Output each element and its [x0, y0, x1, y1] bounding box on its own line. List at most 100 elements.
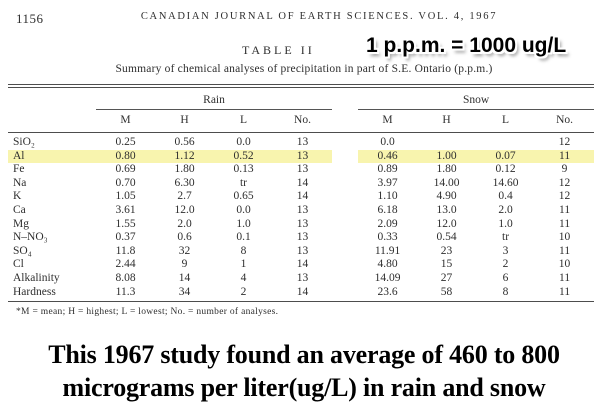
- table-row: N–NO₃ 0.37 0.6 0.1 13 0.33 0.54 tr 10: [8, 231, 594, 245]
- table-title-row: TABLE II 1 p.p.m. = 1000 ug/L: [0, 34, 608, 62]
- page-number: 1156: [16, 11, 44, 26]
- subcolumn-header-row: M H L No. M H L No.: [8, 109, 595, 133]
- scanned-journal-page: 1156 CANADIAN JOURNAL OF EARTH SCIENCES.…: [0, 11, 608, 317]
- table-row: SO₄ 11.8 32 8 13 11.91 23 3 11: [8, 245, 594, 259]
- cell-rain-m: 0.80: [96, 149, 155, 164]
- cell-snow-m: 0.46: [358, 149, 418, 164]
- column-gap: [332, 163, 358, 177]
- column-gap: [332, 218, 358, 232]
- cell-snow-h: 15: [440, 258, 453, 271]
- cell-rain-h: 0.56: [174, 136, 195, 148]
- cell-snow-no: 11: [535, 149, 595, 164]
- subcol-header-snow-no: No.: [535, 109, 595, 133]
- row-label: Na: [13, 176, 27, 189]
- row-label: Mg: [13, 217, 29, 230]
- cell-rain-m: 0.70: [115, 176, 136, 189]
- row-label: Fe: [13, 163, 25, 176]
- subcol-header-rain-h: H: [155, 109, 214, 133]
- cell-snow-m: 6.18: [377, 203, 398, 216]
- column-gap: [332, 133, 358, 150]
- precipitation-analyses-table: Rain Snow M H L No. M H L No. SiO₂ 0.25 0.…: [8, 84, 595, 303]
- cell-rain-no: 13: [273, 149, 333, 164]
- cell-snow-h: 14.00: [433, 176, 460, 189]
- cell-rain-m: 0.69: [115, 163, 136, 176]
- cell-rain-no: 14: [296, 258, 309, 271]
- cell-snow-l: 1.0: [498, 217, 513, 230]
- cell-rain-no: 13: [296, 217, 309, 230]
- column-gap: [332, 204, 358, 218]
- column-gap: [332, 245, 358, 259]
- table-row: Fe 0.69 1.80 0.13 13 0.89 1.80 0.12 9: [8, 163, 594, 177]
- cell-rain-m: 3.61: [115, 203, 136, 216]
- column-gap: [332, 177, 358, 191]
- cell-snow-h: 27: [440, 271, 453, 284]
- cell-rain-m: 1.05: [115, 190, 136, 203]
- cell-rain-h: 12.0: [174, 203, 195, 216]
- cell-snow-no: 11: [559, 271, 571, 284]
- table-title: TABLE II: [242, 43, 315, 57]
- subcol-header-snow-l: L: [476, 109, 536, 133]
- row-label: SiO₂: [13, 136, 35, 148]
- cell-rain-h: 6.30: [174, 176, 195, 189]
- cell-snow-l: 0.12: [495, 163, 516, 176]
- cell-snow-no: 11: [559, 285, 571, 298]
- cell-snow-no: 12: [558, 176, 571, 189]
- journal-title: CANADIAN JOURNAL OF EARTH SCIENCES. VOL.…: [140, 11, 498, 22]
- subcol-header-rain-m: M: [96, 109, 155, 133]
- row-label: Alkalinity: [13, 271, 60, 284]
- cell-snow-m: 11.91: [374, 244, 401, 257]
- cell-snow-m: 1.10: [377, 190, 398, 203]
- cell-rain-m: 11.8: [115, 244, 136, 257]
- cell-snow-h: [417, 133, 476, 150]
- table-footnote: *M = mean; H = highest; L = lowest; No. …: [16, 307, 279, 318]
- cell-snow-m: 0.0: [380, 136, 395, 148]
- cell-rain-h: 2.0: [177, 217, 192, 230]
- cell-rain-no: 14: [296, 190, 309, 203]
- cell-snow-h: 23: [440, 244, 453, 257]
- ppm-conversion-annotation: 1 p.p.m. = 1000 ug/L: [366, 34, 567, 57]
- group-header-snow: Snow: [358, 86, 595, 110]
- cell-snow-no: 10: [558, 231, 571, 244]
- cell-snow-h: 12.0: [436, 217, 457, 230]
- cell-rain-m: 2.44: [115, 258, 136, 271]
- cell-snow-l: 0.07: [476, 149, 536, 164]
- journal-header-line: 1156 CANADIAN JOURNAL OF EARTH SCIENCES.…: [0, 11, 608, 26]
- row-label: K: [13, 190, 22, 203]
- cell-snow-m: 23.6: [377, 285, 398, 298]
- cell-rain-l: 8: [240, 244, 247, 257]
- subcol-header-snow-h: H: [417, 109, 477, 133]
- table-row: Hardness 11.3 34 2 14 23.6 58 8 11: [8, 286, 594, 302]
- cell-rain-no: 14: [296, 176, 309, 189]
- cell-rain-l: 4: [240, 271, 247, 284]
- cell-snow-h: 4.90: [436, 190, 457, 203]
- cell-rain-h: 14: [178, 271, 191, 284]
- cell-snow-no: 11: [559, 203, 571, 216]
- table-row: Cl 2.44 9 1 14 4.80 15 2 10: [8, 258, 594, 272]
- row-label: Al: [8, 149, 96, 164]
- bottom-annotation-line2: micrograms per liter(ug/L) in rain and s…: [62, 373, 546, 403]
- cell-snow-h: 1.80: [436, 163, 457, 176]
- cell-rain-no: 13: [296, 231, 309, 244]
- cell-snow-h: 13.0: [436, 203, 457, 216]
- cell-snow-m: 2.09: [377, 217, 398, 230]
- cell-rain-no: 13: [296, 163, 309, 176]
- row-label: Hardness: [13, 285, 56, 298]
- cell-snow-no: 12: [558, 190, 571, 203]
- row-label: SO₄: [13, 244, 32, 257]
- cell-snow-l: 6: [502, 271, 509, 284]
- cell-snow-no: 9: [561, 163, 568, 176]
- cell-rain-h: 0.6: [177, 231, 192, 244]
- cell-rain-no: 14: [296, 285, 309, 298]
- column-gap: [332, 150, 358, 164]
- cell-snow-h: 1.00: [417, 149, 477, 164]
- cell-rain-m: 8.08: [115, 271, 136, 284]
- cell-snow-m: 4.80: [377, 258, 398, 271]
- cell-rain-m: 0.37: [115, 231, 136, 244]
- table-row: Al 0.80 1.12 0.52 13 0.46 1.00 0.07 11: [8, 149, 595, 164]
- cell-snow-l: 8: [502, 285, 509, 298]
- cell-rain-h: 34: [178, 285, 191, 298]
- table-row: Mg 1.55 2.0 1.0 13 2.09 12.0 1.0 11: [8, 218, 594, 232]
- cell-rain-h: 1.80: [174, 163, 195, 176]
- cell-snow-l: 2: [502, 258, 509, 271]
- cell-snow-h: 58: [440, 285, 453, 298]
